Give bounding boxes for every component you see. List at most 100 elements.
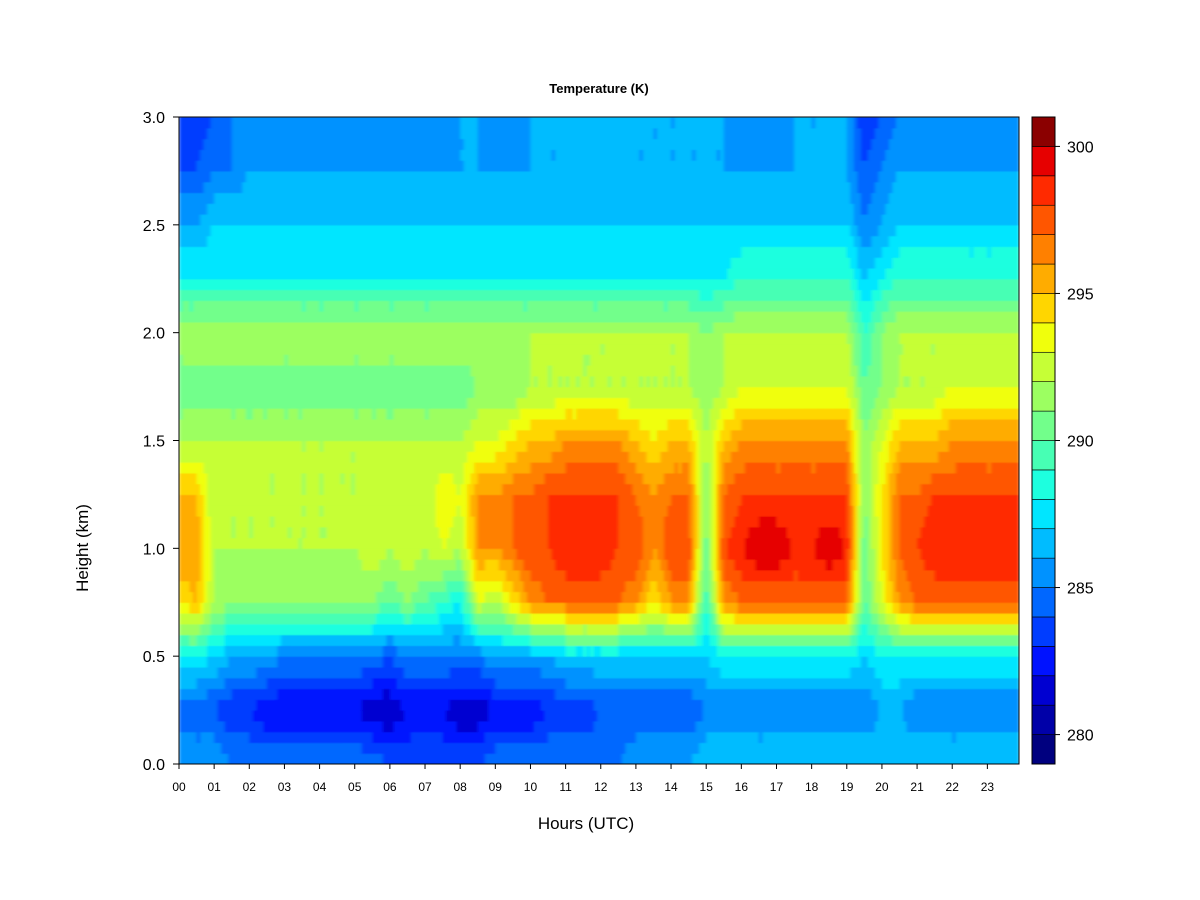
heatmap-cell-1089 bbox=[238, 192, 243, 204]
heatmap-cell-2431 bbox=[316, 192, 321, 204]
heatmap-cell-1143 bbox=[242, 267, 247, 280]
heatmap-cell-4132 bbox=[414, 267, 419, 280]
heatmap-cell-737 bbox=[221, 699, 226, 711]
heatmap-cell-716 bbox=[217, 267, 222, 280]
heatmap-cell-1990 bbox=[291, 343, 296, 355]
heatmap-cell-1798 bbox=[280, 440, 286, 452]
heatmap-cell-2374 bbox=[312, 149, 317, 161]
heatmap-cell-3296 bbox=[368, 731, 373, 744]
heatmap-cell-2225 bbox=[305, 440, 310, 452]
heatmap-cell-2391 bbox=[316, 623, 321, 636]
heatmap-cell-4326 bbox=[425, 149, 430, 161]
heatmap-cell-4936 bbox=[460, 149, 465, 161]
heatmap-cell-2789 bbox=[337, 278, 342, 291]
heatmap-cell-2115 bbox=[298, 311, 303, 323]
heatmap-cell-2352 bbox=[312, 386, 317, 398]
heatmap-cell-3139 bbox=[358, 451, 363, 463]
heatmap-cell-1050 bbox=[238, 613, 243, 625]
heatmap-cell-506 bbox=[207, 559, 212, 571]
heatmap-cell-1604 bbox=[270, 559, 275, 571]
heatmap-cell-613 bbox=[214, 720, 219, 733]
heatmap-cell-3913 bbox=[403, 656, 409, 668]
heatmap-cell-3663 bbox=[389, 720, 394, 733]
heatmap-cell-4496 bbox=[435, 289, 440, 301]
heatmap-cell-3176 bbox=[361, 710, 366, 722]
heatmap-cell-1822 bbox=[280, 181, 286, 194]
heatmap-cell-3463 bbox=[375, 246, 380, 258]
heatmap-cell-4623 bbox=[442, 235, 447, 247]
heatmap-cell-1692 bbox=[273, 267, 279, 280]
heatmap-cell-4011 bbox=[407, 257, 412, 269]
heatmap-cell-3582 bbox=[382, 278, 387, 291]
heatmap-cell-1331 bbox=[252, 214, 257, 226]
heatmap-cell-2796 bbox=[337, 203, 342, 215]
heatmap-cell-1388 bbox=[256, 257, 261, 269]
heatmap-cell-7 bbox=[179, 677, 184, 690]
heatmap-cell-3619 bbox=[386, 537, 391, 549]
heatmap-cell-3078 bbox=[354, 451, 359, 463]
heatmap-cell-2095 bbox=[298, 526, 303, 539]
heatmap-cell-3192 bbox=[361, 537, 366, 549]
heatmap-cell-2373 bbox=[312, 160, 317, 172]
heatmap-cell-3911 bbox=[403, 677, 409, 690]
heatmap-cell-3921 bbox=[403, 569, 409, 582]
heatmap-cell-3478 bbox=[379, 742, 384, 754]
heatmap-cell-777 bbox=[221, 267, 226, 280]
heatmap-cell-4747 bbox=[449, 214, 454, 226]
heatmap-cell-4384 bbox=[428, 181, 433, 194]
heatmap-cell-1745 bbox=[277, 354, 282, 366]
heatmap-cell-324 bbox=[196, 548, 201, 560]
heatmap-cell-3955 bbox=[403, 203, 409, 215]
heatmap-cell-910 bbox=[228, 149, 233, 161]
heatmap-cell-2602 bbox=[326, 321, 331, 334]
heatmap-cell-198 bbox=[189, 591, 194, 603]
heatmap-cell-2199 bbox=[305, 720, 310, 733]
heatmap-cell-1743 bbox=[277, 375, 282, 388]
heatmap-cell-4946 bbox=[463, 699, 468, 711]
heatmap-cell-4882 bbox=[460, 731, 465, 744]
heatmap-cell-4251 bbox=[421, 300, 426, 312]
heatmap-cell-4872 bbox=[456, 181, 461, 194]
heatmap-cell-3671 bbox=[389, 634, 394, 646]
heatmap-cell-449 bbox=[203, 515, 208, 528]
heatmap-cell-4256 bbox=[421, 246, 426, 258]
heatmap-cell-4962 bbox=[463, 526, 468, 539]
heatmap-cell-4725 bbox=[449, 451, 454, 463]
heatmap-cell-3972 bbox=[407, 677, 412, 690]
heatmap-cell-1689 bbox=[273, 300, 279, 312]
heatmap-cell-2915 bbox=[344, 235, 349, 247]
heatmap-cell-2801 bbox=[337, 149, 342, 161]
heatmap-cell-87 bbox=[182, 472, 187, 485]
heatmap-cell-4441 bbox=[432, 224, 437, 237]
heatmap-cell-514 bbox=[207, 472, 212, 485]
heatmap-cell-1120 bbox=[242, 515, 247, 528]
heatmap-cell-547 bbox=[207, 117, 212, 129]
heatmap-cell-4766 bbox=[453, 666, 458, 679]
heatmap-cell-2402 bbox=[316, 505, 321, 517]
heatmap-cell-190 bbox=[189, 677, 194, 690]
heatmap-cell-577 bbox=[210, 451, 215, 463]
heatmap-cell-169 bbox=[186, 246, 191, 258]
heatmap-cell-3945 bbox=[403, 311, 409, 323]
heatmap-cell-3593 bbox=[382, 160, 387, 172]
heatmap-cell-2569 bbox=[326, 677, 331, 690]
heatmap-cell-1599 bbox=[270, 613, 275, 625]
heatmap-cell-42 bbox=[179, 300, 184, 312]
heatmap-cell-1319 bbox=[252, 343, 257, 355]
heatmap-cell-2781 bbox=[337, 365, 342, 377]
heatmap-cell-309 bbox=[196, 710, 201, 722]
heatmap-cell-4345 bbox=[428, 602, 433, 614]
heatmap-cell-260 bbox=[193, 580, 198, 593]
heatmap-cell-2400 bbox=[316, 526, 321, 539]
heatmap-cell-2997 bbox=[351, 666, 356, 679]
heatmap-cell-761 bbox=[221, 440, 226, 452]
heatmap-cell-3845 bbox=[400, 731, 405, 744]
heatmap-cell-2260 bbox=[309, 720, 314, 733]
heatmap-cell-666 bbox=[214, 149, 219, 161]
heatmap-cell-801 bbox=[224, 666, 229, 679]
heatmap-cell-640 bbox=[214, 429, 219, 442]
heatmap-cell-4597 bbox=[442, 515, 447, 528]
heatmap-cell-1455 bbox=[259, 192, 264, 204]
heatmap-cell-1063 bbox=[238, 472, 243, 485]
heatmap-cell-517 bbox=[207, 440, 212, 452]
